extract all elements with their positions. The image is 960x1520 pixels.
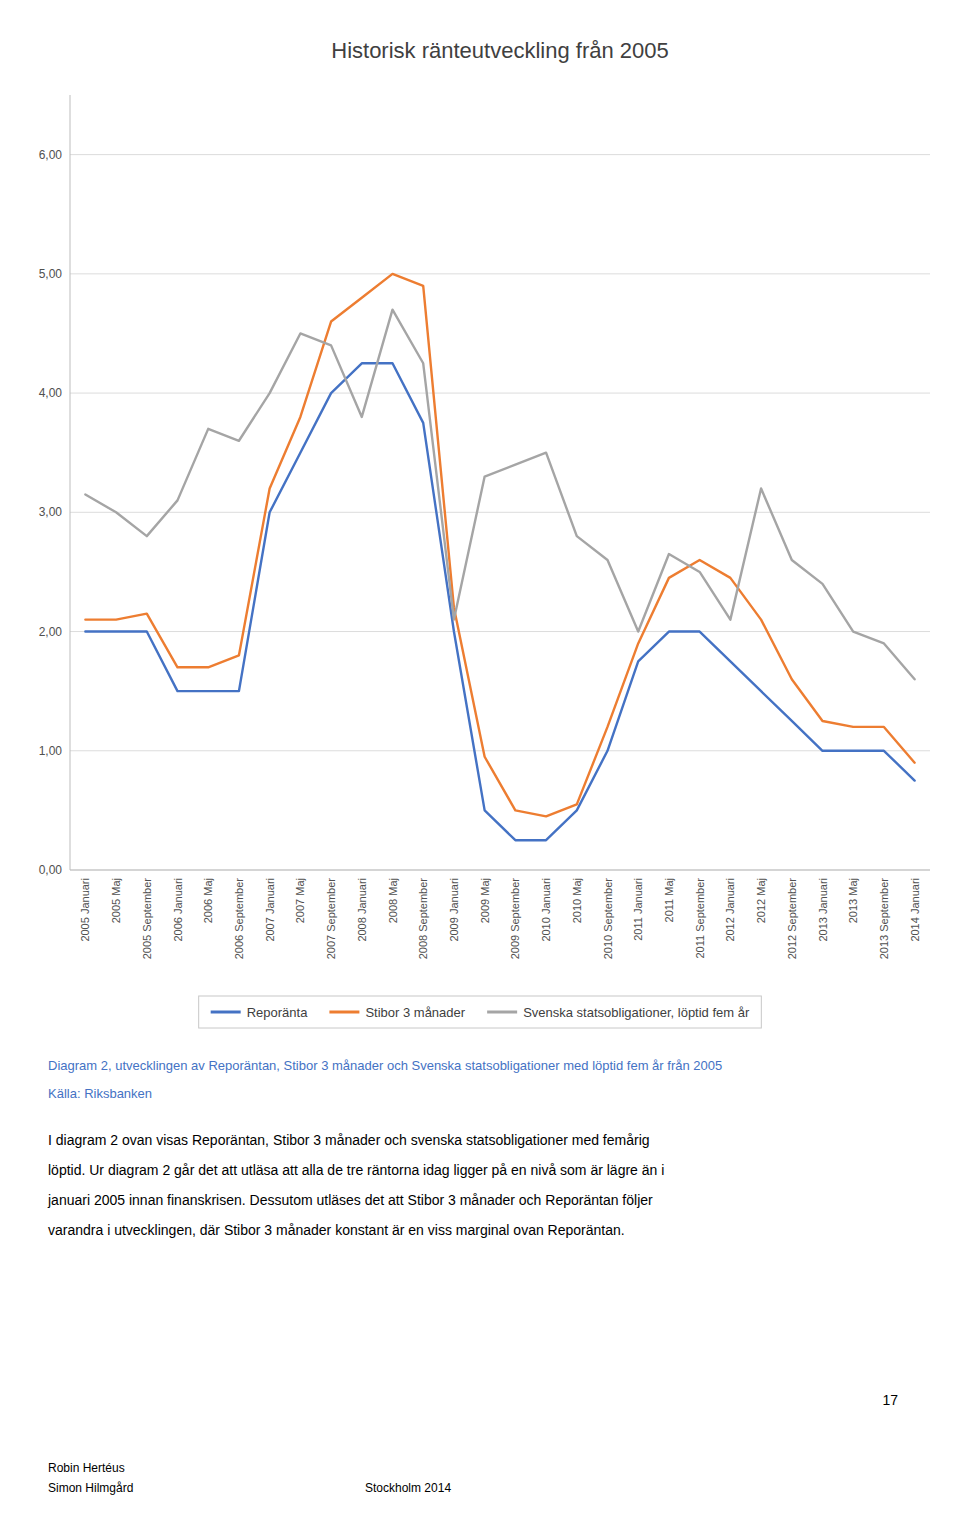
- x-tick-label: 2007 Januari: [264, 878, 276, 942]
- chart-title: Historisk ränteutveckling från 2005: [331, 38, 669, 63]
- x-tick-label: 2008 September: [417, 878, 429, 960]
- x-tick-label: 2012 Januari: [724, 878, 736, 942]
- body-text: januari 2005 innan finanskrisen. Dessuto…: [47, 1192, 653, 1208]
- legend-frame: [199, 996, 762, 1028]
- grid: [70, 155, 930, 870]
- legend-label: Svenska statsobligationer, löptid fem år: [523, 1005, 750, 1020]
- x-tick-label: 2012 Maj: [755, 878, 767, 923]
- x-axis-line: [70, 870, 930, 871]
- x-tick-label: 2008 Januari: [356, 878, 368, 942]
- x-tick-label: 2008 Maj: [387, 878, 399, 923]
- body-text: varandra i utvecklingen, där Stibor 3 må…: [48, 1222, 625, 1238]
- x-tick-label: 2005 Januari: [79, 878, 91, 942]
- x-tick-label: 2009 Maj: [479, 878, 491, 923]
- series-line: [85, 363, 914, 840]
- x-tick-label: 2006 Januari: [172, 878, 184, 942]
- x-tick-label: 2013 September: [878, 878, 890, 960]
- x-tick-label: 2013 Januari: [817, 878, 829, 942]
- footer-text: Robin Hertéus: [48, 1461, 125, 1475]
- y-tick-label: 1,00: [39, 744, 63, 758]
- caption: Diagram 2, utvecklingen av Reporäntan, S…: [48, 1058, 722, 1073]
- legend-swatch: [329, 1011, 359, 1014]
- legend-label: Reporänta: [247, 1005, 308, 1020]
- x-tick-label: 2005 Maj: [110, 878, 122, 923]
- x-tick-label: 2010 September: [602, 878, 614, 960]
- body-text: löptid. Ur diagram 2 går det att utläsa …: [48, 1162, 664, 1178]
- legend-label: Stibor 3 månader: [365, 1005, 465, 1020]
- grid-line: [70, 273, 930, 274]
- x-tick-label: 2013 Maj: [847, 878, 859, 923]
- grid-line: [70, 154, 930, 155]
- x-tick-label: 2010 Januari: [540, 878, 552, 942]
- series-line: [85, 310, 914, 680]
- x-tick-label: 2009 Januari: [448, 878, 460, 942]
- y-tick-label: 2,00: [39, 625, 63, 639]
- legend-swatch: [487, 1011, 517, 1014]
- x-tick-label: 2005 September: [141, 878, 153, 960]
- series-line: [85, 274, 914, 817]
- grid-line: [70, 870, 930, 871]
- grid-line: [70, 393, 930, 394]
- x-tick-label: 2006 Maj: [202, 878, 214, 923]
- grid-line: [70, 631, 930, 632]
- x-tick-label: 2007 Maj: [294, 878, 306, 923]
- grid-line: [70, 512, 930, 513]
- legend: Reporänta Stibor 3 månader Svenska statsob…: [199, 996, 762, 1028]
- x-tick-label: 2010 Maj: [571, 878, 583, 923]
- x-tick-label: 2012 September: [786, 878, 798, 960]
- source: Källa: Riksbanken: [48, 1086, 152, 1101]
- y-tick-label: 3,00: [39, 505, 63, 519]
- x-tick-label: 2011 Maj: [663, 878, 675, 922]
- x-tick-label: 2011 Januari: [632, 878, 644, 941]
- footer-text: Simon Hilmgård: [48, 1481, 133, 1495]
- legend-swatch: [211, 1011, 241, 1014]
- y-tick-label: 4,00: [39, 386, 63, 400]
- x-tick-label: 2007 September: [325, 878, 337, 960]
- x-tick-label: 2006 September: [233, 878, 245, 960]
- page: Historisk ränteutveckling från 2005 0,00 1…: [0, 0, 960, 1520]
- y-tick-label: 0,00: [39, 863, 63, 877]
- x-tick-label: 2014 Januari: [909, 878, 921, 942]
- y-axis-line: [70, 95, 71, 870]
- y-tick-label: 5,00: [39, 267, 63, 281]
- x-tick-label: 2011 September: [694, 878, 706, 959]
- footer-text: Stockholm 2014: [365, 1481, 451, 1495]
- page-number: 17: [882, 1392, 898, 1408]
- y-tick-label: 6,00: [39, 148, 63, 162]
- background: [0, 0, 960, 1520]
- x-tick-label: 2009 September: [509, 878, 521, 960]
- body-text: I diagram 2 ovan visas Reporäntan, Stibo…: [48, 1132, 650, 1148]
- series-lines: [85, 274, 914, 840]
- grid-line: [70, 750, 930, 751]
